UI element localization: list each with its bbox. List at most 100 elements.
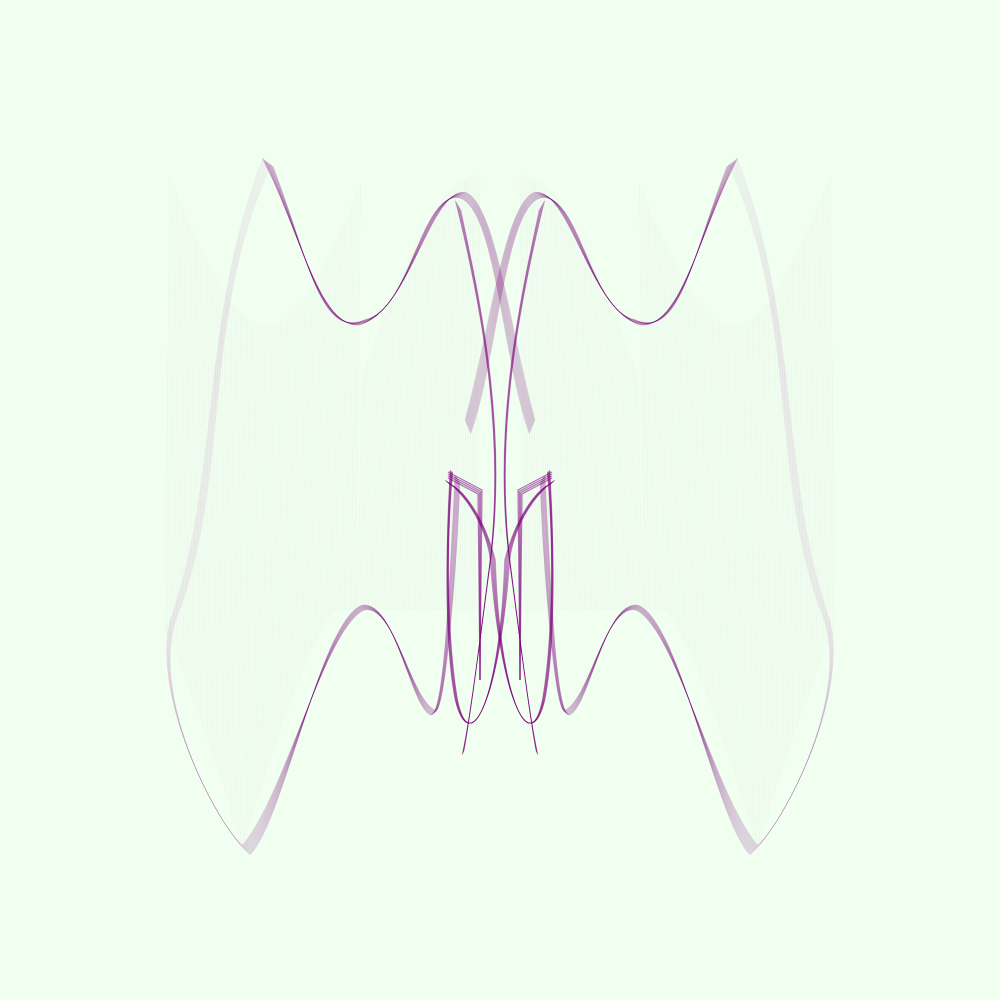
ribbon-curve bbox=[729, 165, 831, 848]
ribbon-line bbox=[321, 258, 328, 630]
ribbon-line bbox=[546, 187, 552, 611]
ribbon-curve bbox=[445, 470, 554, 724]
ribbon-line bbox=[379, 315, 386, 611]
ribbon-curve bbox=[469, 165, 729, 433]
ribbon-curve bbox=[446, 471, 553, 724]
ribbon-curve bbox=[543, 476, 753, 853]
ribbon-curve bbox=[167, 162, 266, 852]
ribbon-line bbox=[255, 324, 262, 807]
ribbon-line bbox=[823, 191, 829, 648]
ribbon-line bbox=[266, 324, 273, 772]
ribbon-line bbox=[344, 209, 350, 611]
ribbon-curve bbox=[166, 159, 263, 856]
ribbon-line bbox=[579, 235, 586, 611]
ribbon-line bbox=[752, 317, 758, 851]
ribbon-line bbox=[211, 277, 217, 752]
ribbon-curve bbox=[467, 161, 734, 426]
ribbon-line bbox=[533, 178, 539, 611]
ribbon-line bbox=[317, 267, 324, 638]
ribbon-curve bbox=[249, 474, 456, 856]
ribbon-curve bbox=[540, 480, 757, 848]
ribbon-curve bbox=[470, 165, 728, 434]
ribbon-line bbox=[765, 304, 772, 807]
ribbon-curve bbox=[503, 207, 541, 752]
ribbon-curve bbox=[447, 471, 553, 724]
ribbon-curve bbox=[465, 159, 737, 423]
ribbon-curve bbox=[505, 200, 545, 755]
ribbon-line bbox=[661, 235, 667, 612]
ribbon-curve bbox=[270, 164, 531, 432]
ribbon-line bbox=[182, 217, 188, 673]
ribbon-line bbox=[350, 193, 357, 611]
ribbon-curve bbox=[456, 202, 496, 755]
ribbon-curve bbox=[268, 163, 532, 429]
ribbon-line bbox=[690, 290, 696, 668]
ribbon-line bbox=[313, 275, 319, 648]
ribbon-line bbox=[472, 175, 479, 611]
ribbon-curve bbox=[541, 479, 755, 850]
ribbon-curve bbox=[170, 165, 271, 847]
ribbon-line bbox=[328, 244, 335, 618]
ribbon-line bbox=[614, 315, 621, 611]
ribbon-line bbox=[166, 180, 173, 638]
ribbon-line bbox=[676, 267, 683, 638]
ribbon-curve bbox=[729, 165, 830, 847]
ribbon-curve bbox=[468, 163, 731, 431]
ribbon-curve bbox=[467, 161, 734, 427]
ribbon-line bbox=[603, 288, 610, 611]
ribbon-line bbox=[763, 307, 769, 814]
ribbon-curve bbox=[735, 161, 833, 854]
ribbon-curve bbox=[731, 164, 831, 849]
ribbon-curve bbox=[248, 476, 457, 854]
ribbon-line bbox=[326, 249, 332, 622]
ribbon-curve bbox=[467, 162, 733, 428]
ribbon-curve bbox=[446, 470, 555, 724]
ribbon-curve bbox=[469, 165, 728, 434]
ribbon-curve bbox=[244, 479, 459, 849]
ribbon-curve bbox=[459, 207, 497, 752]
ribbon-curve bbox=[249, 475, 456, 855]
ribbon-curve bbox=[455, 201, 496, 755]
ribbon-curve bbox=[460, 209, 497, 752]
ribbon-line bbox=[228, 304, 235, 807]
ribbon-curve bbox=[455, 200, 495, 755]
ribbon-line bbox=[552, 194, 559, 611]
ribbon-line bbox=[590, 257, 597, 611]
ribbon-curve bbox=[265, 160, 534, 426]
ribbon-line bbox=[297, 300, 304, 685]
ribbon-curve bbox=[248, 476, 457, 854]
ribbon-curve bbox=[541, 480, 756, 849]
ribbon-curve bbox=[447, 470, 554, 724]
ribbon-curve bbox=[459, 208, 497, 752]
ribbon-curve bbox=[248, 476, 457, 854]
ribbon-curve bbox=[249, 475, 456, 855]
ribbon-line bbox=[197, 251, 204, 714]
ribbon-line bbox=[359, 367, 366, 611]
ribbon-line bbox=[816, 207, 822, 663]
ribbon-line bbox=[652, 214, 659, 611]
ribbon-line bbox=[685, 283, 692, 658]
ribbon-curve bbox=[543, 477, 753, 853]
ribbon-curve bbox=[455, 201, 496, 755]
ribbon-curve bbox=[447, 472, 553, 724]
ribbon-curve bbox=[169, 164, 270, 848]
ribbon-curve bbox=[504, 202, 544, 754]
ribbon-curve bbox=[263, 159, 535, 423]
ribbon-curve bbox=[543, 476, 752, 854]
ribbon-curve bbox=[271, 164, 531, 432]
ribbon-line bbox=[559, 202, 566, 611]
ribbon-curve bbox=[542, 478, 754, 851]
ribbon-curve bbox=[464, 158, 738, 421]
ribbon-curve bbox=[446, 471, 553, 724]
ribbon-curve bbox=[539, 482, 758, 846]
ribbon-line bbox=[778, 285, 785, 766]
ribbon-curve bbox=[448, 472, 553, 724]
ribbon-curve bbox=[539, 482, 758, 846]
ribbon-line bbox=[743, 322, 749, 821]
ribbon-line bbox=[346, 204, 352, 611]
ribbon-curve bbox=[504, 203, 544, 754]
ribbon-line bbox=[519, 174, 526, 611]
ribbon-curve bbox=[541, 479, 756, 849]
ribbon-line bbox=[541, 183, 548, 611]
ribbon-curve bbox=[272, 166, 530, 434]
